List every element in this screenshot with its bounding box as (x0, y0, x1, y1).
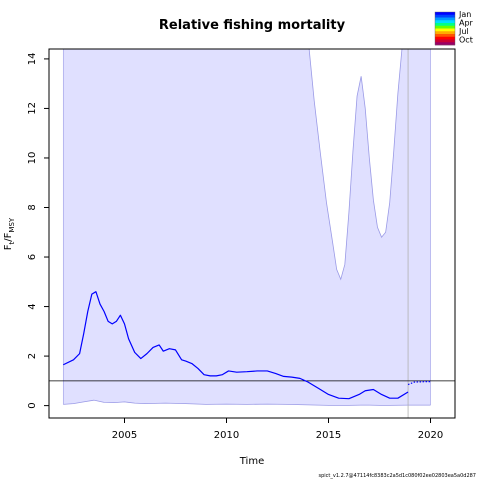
y-tick-label: 10 (27, 152, 38, 165)
legend-swatch (435, 36, 455, 40)
y-axis-label: Ft/FMSY (3, 217, 16, 250)
y-tick-label: 0 (27, 402, 38, 408)
legend-swatch (435, 25, 455, 29)
y-axis-label-base: F (3, 244, 14, 250)
prediction-line (407, 380, 431, 386)
legend-swatch (435, 34, 455, 38)
y-tick-label: 6 (27, 254, 38, 260)
legend-swatch (435, 42, 455, 46)
legend-swatch (435, 17, 455, 21)
plot-area (49, 49, 455, 418)
legend-swatch (435, 28, 455, 32)
axes: 2005 2010 2015 2020 0 2 4 6 8 10 12 14 (27, 48, 456, 441)
legend-label: Apr (459, 19, 474, 28)
y-axis-label-sub1: t (8, 241, 16, 244)
x-tick-label: 2010 (214, 430, 239, 441)
estimate-line (63, 291, 409, 400)
legend-label: Jul (458, 27, 469, 36)
y-tick-label: 2 (27, 353, 38, 359)
x-tick-label: 2015 (316, 430, 341, 441)
x-tick-label: 2020 (418, 430, 443, 441)
legend-label: Jan (458, 10, 471, 19)
confidence-band (63, 49, 431, 406)
legend-label: Oct (459, 36, 473, 45)
legend-swatch (435, 31, 455, 35)
legend-swatch (435, 23, 455, 27)
legend-swatch (435, 20, 455, 24)
legend-swatch (435, 39, 455, 43)
chart-title: Relative fishing mortality (159, 18, 346, 33)
plot-frame (48, 48, 456, 419)
y-tick-label: 8 (27, 204, 38, 210)
y-tick-label: 14 (27, 53, 38, 66)
ci-lower-line (63, 399, 431, 406)
plot-clip-group (49, 49, 455, 418)
y-tick-label: 12 (27, 102, 38, 115)
version-footer: spict_v1.2.7@47114fc8383c2a5d1c080f02ee0… (319, 473, 477, 479)
legend-frame (434, 11, 456, 46)
legend-swatch (435, 14, 455, 18)
x-axis-label: Time (239, 456, 264, 467)
y-axis-label-sub2: MSY (8, 217, 16, 232)
ci-upper-line (308, 49, 404, 281)
x-tick-label: 2005 (112, 430, 137, 441)
y-tick-label: 4 (27, 303, 38, 309)
legend-swatch (435, 12, 455, 16)
y-axis-label-sep: /F (3, 232, 14, 241)
